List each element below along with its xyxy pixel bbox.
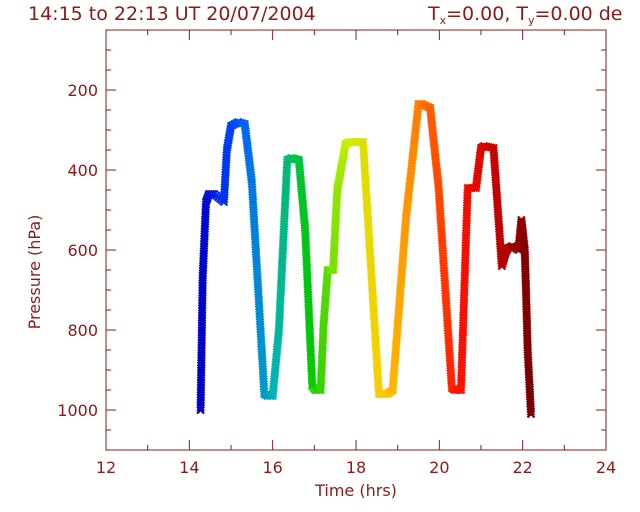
- x-tick-label: 18: [346, 458, 366, 477]
- data-point-marker: [526, 407, 536, 416]
- series-track: [196, 99, 536, 419]
- x-tick-label: 12: [96, 458, 116, 477]
- chart-title-params: Tx=0.00, Ty=0.00 de: [427, 3, 623, 27]
- tx-value: =0.00,: [446, 3, 510, 25]
- x-tick-label: 20: [429, 458, 449, 477]
- y-tick-labels: 200 400 600 800 1000: [57, 81, 98, 420]
- y-tick-label: 200: [67, 81, 98, 100]
- ty-sub: y: [528, 14, 535, 27]
- axis-ticks: [105, 30, 607, 451]
- x-tick-labels: 12 14 16 18 20 22 24: [96, 458, 616, 477]
- x-tick-label: 14: [179, 458, 199, 477]
- x-tick-label: 16: [262, 458, 282, 477]
- tx-label: T: [427, 3, 440, 25]
- y-tick-label: 800: [67, 321, 98, 340]
- title-tail: de: [599, 3, 623, 25]
- x-tick-label: 22: [512, 458, 532, 477]
- y-tick-label: 1000: [57, 401, 98, 420]
- y-tick-label: 400: [67, 161, 98, 180]
- data-point-marker: [526, 409, 536, 419]
- x-tick-label: 24: [596, 458, 616, 477]
- chart-title: 14:15 to 22:13 UT 20/07/2004: [28, 3, 316, 25]
- ty-label: T: [515, 3, 528, 25]
- y-axis-label: Pressure (hPa): [25, 215, 44, 330]
- ty-value: =0.00: [535, 3, 593, 25]
- tx-sub: x: [440, 14, 447, 27]
- x-axis-label: Time (hrs): [314, 481, 397, 500]
- y-tick-label: 600: [67, 241, 98, 260]
